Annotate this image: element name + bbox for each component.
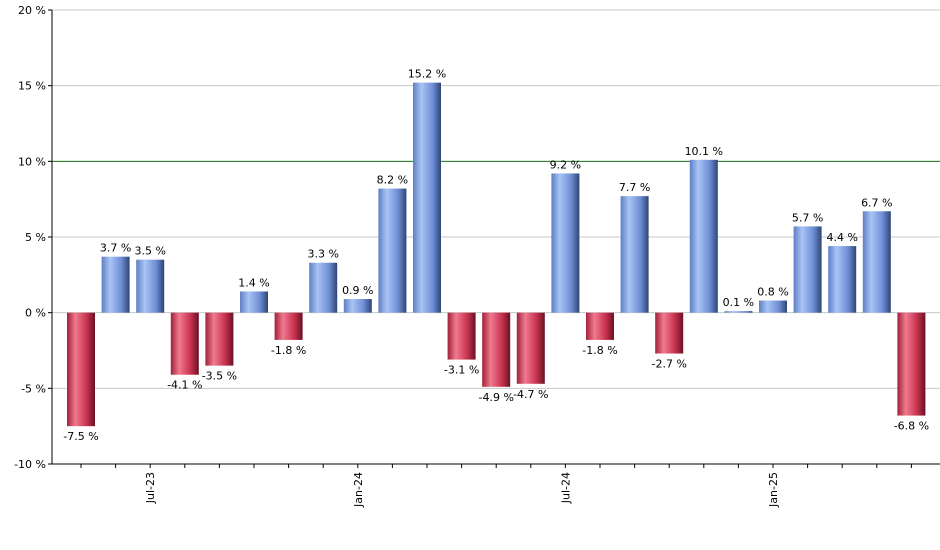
data-label: -1.8 % (271, 344, 306, 357)
bar (136, 259, 165, 313)
data-label: 3.3 % (307, 248, 338, 261)
data-label: 10.1 % (685, 145, 723, 158)
bar (724, 311, 753, 313)
bar (378, 188, 407, 313)
data-label: 0.8 % (757, 286, 788, 299)
data-label: -6.8 % (894, 420, 929, 433)
y-tick-labels: 20 % 15 % 10 % 5 % 0 % -5 % -10 % (14, 4, 52, 471)
bar (67, 312, 95, 427)
y-tick-label: 5 % (25, 231, 46, 244)
bar (170, 312, 199, 375)
data-label: 9.2 % (550, 158, 581, 171)
data-label: -4.7 % (513, 388, 548, 401)
x-tick-label: Jul-23 (144, 472, 157, 504)
data-label: 4.4 % (826, 231, 857, 244)
bar (482, 312, 511, 387)
x-tick-label: Jul-24 (559, 472, 572, 504)
bar (793, 226, 822, 313)
data-label: -7.5 % (63, 430, 98, 443)
bar (655, 312, 684, 354)
data-label: -3.5 % (202, 370, 237, 383)
bar (516, 312, 545, 384)
y-tick-label: 10 % (18, 155, 46, 168)
data-label: -2.7 % (651, 358, 686, 371)
data-label: 5.7 % (792, 211, 823, 224)
bar (101, 256, 130, 313)
data-label: 1.4 % (238, 276, 269, 289)
data-label: -4.1 % (167, 379, 202, 392)
bar (620, 196, 649, 313)
bar (586, 312, 614, 340)
data-label: -1.8 % (582, 344, 617, 357)
data-label: 6.7 % (861, 196, 892, 209)
data-label: 3.7 % (100, 242, 131, 255)
bar (759, 300, 787, 313)
bar (240, 291, 268, 313)
data-label: 8.2 % (377, 174, 408, 187)
x-tick-label: Jan-25 (767, 472, 780, 508)
x-tick-labels: Jul-23 Jan-24 Jul-24 Jan-25 (80, 464, 912, 508)
y-tick-label: 0 % (25, 307, 46, 320)
data-label: -4.9 % (478, 391, 513, 404)
bar (447, 312, 476, 360)
bar (309, 262, 338, 313)
bar (828, 246, 857, 313)
data-label: 0.9 % (342, 284, 373, 297)
data-labels: -7.5 % 3.7 % 3.5 % -4.1 %-3.5 % 1.4 % -1.8 % 3… (63, 68, 929, 444)
y-tick-label: 20 % (18, 4, 46, 17)
y-tick-label: 15 % (18, 80, 46, 93)
bar (274, 312, 303, 340)
data-label: 3.5 % (134, 245, 165, 258)
y-tick-label: -10 % (14, 458, 46, 471)
bar (205, 312, 234, 366)
x-tick-label: Jan-24 (352, 472, 365, 508)
data-label: 15.2 % (408, 68, 446, 81)
bar (862, 211, 891, 313)
bar (343, 299, 372, 313)
y-tick-label: -5 % (21, 382, 46, 395)
data-label: 0.1 % (723, 296, 754, 309)
bars (67, 82, 926, 427)
bar (551, 173, 580, 313)
bar (689, 159, 718, 313)
data-label: 7.7 % (619, 181, 650, 194)
data-label: -3.1 % (444, 364, 479, 377)
bar (413, 82, 441, 313)
bar (897, 312, 926, 416)
